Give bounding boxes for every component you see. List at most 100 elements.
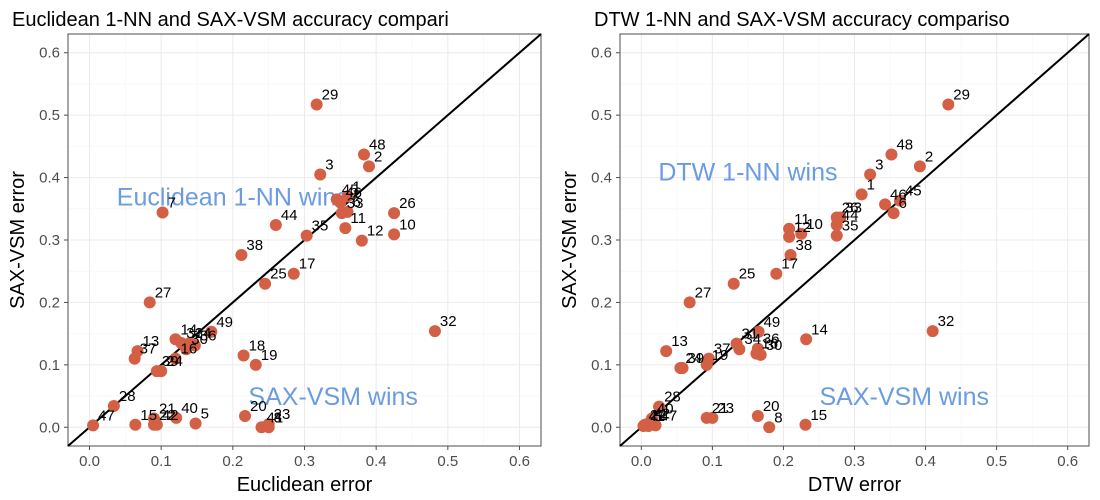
chart2-point-label: 19	[712, 347, 729, 364]
chart1-data-point	[388, 207, 401, 220]
chart2-point-label: 16	[761, 336, 778, 353]
chart2-data-point	[784, 248, 797, 261]
chart1-data-point	[87, 419, 100, 432]
chart2-data-point	[783, 230, 796, 243]
chart1-point-label: 28	[119, 388, 136, 405]
chart1-point-label: 16	[181, 341, 198, 358]
chart1-point-label: 17	[299, 256, 316, 273]
chart2-data-point	[706, 411, 719, 424]
chart1-data-point	[363, 160, 375, 173]
chart1-point-label: 1	[353, 178, 361, 195]
chart2-point-label: 26	[842, 200, 859, 217]
chart1-point-label: 29	[322, 87, 339, 104]
chart2-point-label: 14	[811, 321, 828, 338]
chart2-y-tick-label: 0.5	[591, 107, 612, 124]
chart1-data-point	[262, 421, 275, 434]
chart1-point-label: 24	[166, 353, 183, 370]
chart2-data-point	[751, 410, 764, 423]
chart1-annotation: SAX-VSM wins	[248, 383, 417, 411]
chart2-point-label: 39	[688, 350, 705, 367]
chart1-point-label: 42	[162, 407, 179, 424]
chart1-x-tick-label: 0.3	[294, 453, 315, 470]
chart2-title: DTW 1-NN and SAX-VSM accuracy compariso	[594, 9, 1010, 31]
chart2-point-label: 36	[763, 331, 780, 348]
chart2-point-label: 5	[653, 408, 661, 425]
chart2-point-label: 38	[796, 237, 813, 254]
chart2-y-tick-label: 0.6	[591, 45, 612, 62]
chart1-point-label: 39	[162, 353, 179, 370]
chart2-x-tick-label: 0.2	[773, 453, 794, 470]
chart2-point-label: 23	[717, 400, 734, 417]
chart2-x-tick-label: 0.5	[986, 453, 1007, 470]
chart2-data-point	[660, 345, 673, 358]
chart2-point-label: 33	[845, 200, 862, 217]
chart2-point-label: 13	[671, 333, 688, 350]
chart1-point-label: 15	[140, 407, 157, 424]
chart1-point-label: 41	[267, 409, 284, 426]
chart2-point-label: 47	[661, 407, 678, 424]
chart1-data-point	[169, 352, 182, 365]
chart2-data-point	[942, 98, 955, 111]
chart2-data-point	[754, 348, 767, 361]
chart1-x-tick-label: 0.0	[79, 453, 100, 470]
chart1-x-tick-label: 0.2	[222, 453, 243, 470]
chart2-point-label: 8	[774, 409, 782, 426]
chart1-y-tick-label: 0.6	[39, 45, 60, 62]
chart1-point-label: 6	[353, 194, 361, 211]
chart1-point-label: 26	[399, 195, 416, 212]
chart2-point-label: 3	[875, 156, 883, 173]
chart1-point-label: 48	[369, 136, 386, 153]
chart2-point-label: 2	[925, 148, 933, 165]
chart1-data-point	[300, 229, 313, 242]
chart2-x-tick-label: 0.3	[844, 453, 865, 470]
chart1-data-point	[239, 410, 252, 423]
chart2-data-point	[676, 361, 689, 374]
chart2-data-point	[733, 343, 746, 356]
chart1-point-label: 32	[440, 313, 457, 330]
chart2-data-point	[799, 418, 812, 431]
chart2-y-tick-label: 0.2	[591, 294, 612, 311]
chart1-x-tick-label: 0.5	[437, 453, 458, 470]
chart2-data-point	[795, 227, 808, 240]
chart1-data-point	[249, 358, 262, 371]
chart1-point-label: 5	[201, 406, 209, 423]
chart2-x-tick-label: 0.1	[702, 453, 723, 470]
chart1-data-point	[269, 219, 282, 232]
chart1-data-point	[189, 417, 202, 430]
chart1-data-point	[107, 400, 120, 413]
chart1-point-label: 35	[312, 218, 329, 235]
chart2-point-label: 44	[842, 207, 859, 224]
chart2-point-label: 11	[794, 211, 810, 228]
chart2-point-label: 40	[657, 401, 674, 418]
chart2-point-label: 37	[714, 341, 731, 358]
chart1-point-label: 3	[325, 156, 333, 173]
chart2-point-label: 6	[899, 195, 907, 212]
chart1-point-label: 27	[155, 284, 172, 301]
chart2-annotation: SAX-VSM wins	[820, 383, 989, 411]
chart1-data-point	[357, 148, 370, 161]
chart2-data-point	[830, 229, 843, 242]
chart1-point-label: 20	[250, 398, 267, 415]
chart1-point-label: 7	[168, 195, 176, 212]
chart2-point-label: 42	[653, 406, 670, 423]
chart1-point-label: 8	[274, 409, 282, 426]
chart1-y-tick-label: 0.5	[39, 107, 60, 124]
chart1-y-tick-label: 0.0	[39, 419, 60, 436]
chart1-data-point	[205, 325, 218, 338]
chart2-data-point	[887, 207, 900, 220]
chart2-data-point	[752, 325, 765, 338]
chart1-point-label: 18	[249, 337, 266, 354]
chart1-data-point	[150, 365, 163, 378]
chart2-point-label: 29	[953, 87, 970, 104]
chart1-data-point	[310, 98, 323, 111]
chart1-data-point	[237, 349, 250, 362]
chart2-y-tick-label: 0.4	[591, 170, 612, 187]
chart2-point-label: 20	[763, 398, 780, 415]
chart1-y-axis-title: SAX-VSM error	[7, 171, 29, 309]
chart2-point-label: 45	[905, 183, 922, 200]
chart2-annotation: DTW 1-NN wins	[658, 158, 837, 186]
chart1-point-label: 49	[216, 314, 233, 331]
chart1-point-label: 14	[181, 321, 198, 338]
